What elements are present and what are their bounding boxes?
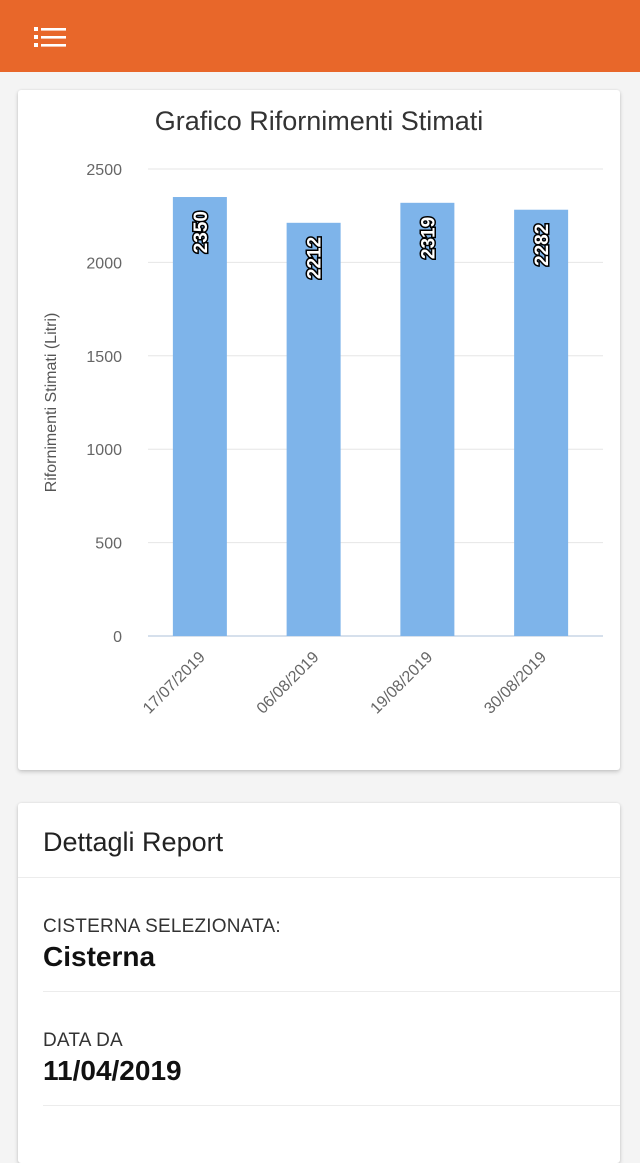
divider — [18, 877, 620, 878]
field-value-data-da: 11/04/2019 — [43, 1055, 182, 1086]
bar-value-label: 2319 — [418, 217, 439, 259]
bar — [286, 222, 341, 636]
x-tick-label: 19/08/2019 — [368, 649, 437, 718]
field-value-cisterna: Cisterna — [43, 941, 156, 972]
divider — [43, 1105, 620, 1106]
y-tick-label: 500 — [95, 536, 122, 553]
menu-button[interactable] — [24, 16, 76, 58]
bar-chart: Grafico Rifornimenti Stimati Rifornimenti… — [43, 106, 603, 718]
divider — [43, 991, 620, 992]
field-label-data-da: DATA DA — [43, 1030, 123, 1051]
chart-title: Grafico Rifornimenti Stimati — [155, 106, 484, 136]
y-tick-label: 0 — [113, 629, 122, 646]
bar-value-label: 2212 — [305, 237, 326, 279]
x-tick-label: 06/08/2019 — [254, 649, 323, 718]
y-tick-label: 2500 — [86, 162, 122, 179]
report-title: Dettagli Report — [43, 827, 224, 857]
bar — [400, 202, 455, 636]
list-icon — [34, 27, 66, 47]
bar-value-label: 2282 — [532, 224, 553, 266]
report-details-card: Dettagli Report CISTERNA SELEZIONATA: Ci… — [18, 803, 620, 1163]
y-tick-label: 2000 — [86, 255, 122, 272]
bar — [514, 209, 569, 636]
y-tick-label: 1000 — [86, 442, 122, 459]
y-axis-label: Rifornimenti Stimati (Litri) — [43, 313, 60, 493]
x-tick-label: 17/07/2019 — [140, 649, 209, 718]
y-tick-label: 1500 — [86, 349, 122, 366]
x-tick-label: 30/08/2019 — [481, 649, 550, 718]
bar — [172, 197, 227, 636]
chart-card: Grafico Rifornimenti Stimati Rifornimenti… — [18, 90, 620, 770]
bar-value-label: 2350 — [191, 211, 212, 253]
field-label-cisterna: CISTERNA SELEZIONATA: — [43, 916, 281, 937]
top-app-bar — [0, 0, 640, 72]
